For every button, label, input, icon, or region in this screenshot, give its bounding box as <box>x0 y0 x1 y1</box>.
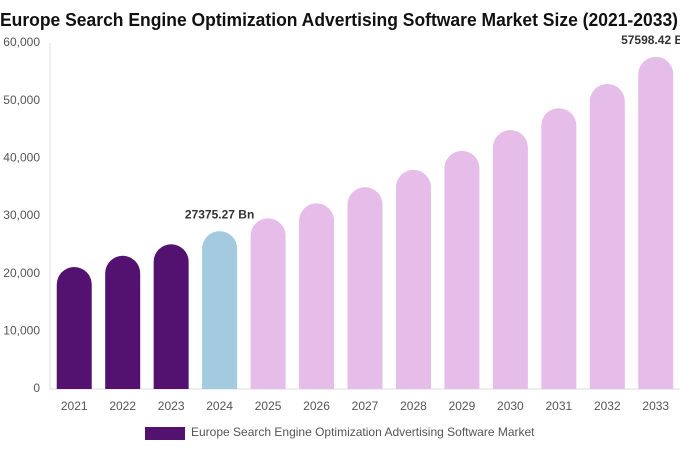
bar <box>299 203 335 389</box>
y-tick-label: 30,000 <box>3 208 40 222</box>
bar <box>395 169 431 389</box>
bar <box>105 255 141 389</box>
y-tick-label: 60,000 <box>3 35 40 49</box>
legend-swatch <box>145 427 185 440</box>
x-tick-label: 2026 <box>303 399 330 413</box>
x-tick-label: 2023 <box>158 399 185 413</box>
y-tick-label: 40,000 <box>3 151 40 165</box>
x-tick-label: 2028 <box>400 399 427 413</box>
bar <box>541 108 577 389</box>
bar <box>347 187 383 389</box>
x-tick-label: 2025 <box>255 399 282 413</box>
x-tick-label: 2021 <box>61 399 88 413</box>
x-tick-label: 2024 <box>206 399 233 413</box>
bar <box>444 150 480 389</box>
legend-label: Europe Search Engine Optimization Advert… <box>191 425 535 439</box>
x-tick-label: 2027 <box>352 399 379 413</box>
data-label: 27375.27 Bn <box>185 207 254 221</box>
chart-title: Europe Search Engine Optimization Advert… <box>0 10 678 30</box>
bar <box>56 267 92 389</box>
y-tick-label: 50,000 <box>3 93 40 107</box>
y-tick-label: 0 <box>33 381 40 395</box>
bar <box>492 130 528 389</box>
bar <box>638 56 674 389</box>
x-tick-label: 2029 <box>449 399 476 413</box>
x-tick-label: 2032 <box>594 399 621 413</box>
x-tick-label: 2030 <box>497 399 524 413</box>
bar <box>250 218 286 389</box>
y-tick-label: 10,000 <box>3 324 40 338</box>
bar <box>589 83 625 390</box>
x-tick-label: 2031 <box>545 399 572 413</box>
bar <box>202 231 238 389</box>
x-tick-label: 2022 <box>109 399 136 413</box>
x-tick-label: 2033 <box>642 399 669 413</box>
data-label: 57598.42 Bn <box>621 33 680 47</box>
bar <box>153 244 189 389</box>
y-tick-label: 20,000 <box>3 266 40 280</box>
